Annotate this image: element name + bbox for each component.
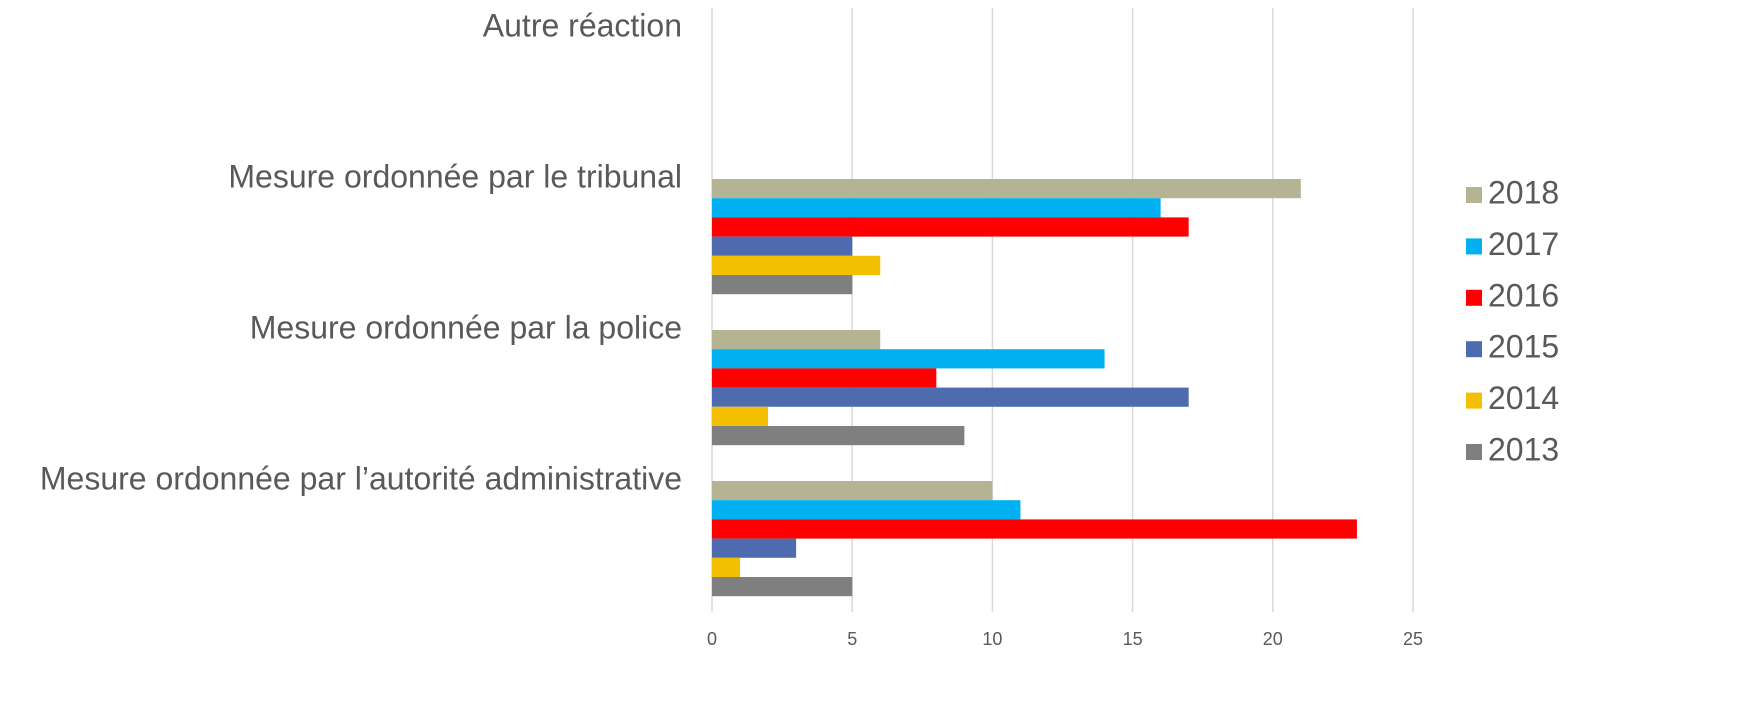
bar [712, 481, 993, 501]
bar [712, 255, 881, 275]
legend-label: 2013 [1488, 431, 1559, 467]
bar [712, 330, 881, 350]
bar [712, 368, 937, 388]
category-label: Autre réaction [483, 7, 682, 43]
bar [712, 387, 1189, 407]
bar [712, 236, 853, 256]
legend-swatch [1466, 392, 1482, 409]
category-label: Mesure ordonnée par le tribunal [228, 158, 682, 194]
bar [712, 557, 741, 577]
legend-label: 2014 [1488, 380, 1559, 416]
x-tick-label: 20 [1263, 629, 1283, 649]
bar [712, 275, 853, 295]
bar [712, 217, 1189, 237]
bar [712, 538, 797, 558]
x-tick-label: 10 [982, 629, 1002, 649]
legend-swatch [1466, 187, 1482, 203]
bar [712, 198, 1161, 218]
legend-swatch [1466, 341, 1482, 358]
legend-label: 2016 [1488, 277, 1559, 313]
category-label: Mesure ordonnée par l’autorité administr… [40, 460, 682, 496]
bar [712, 500, 1021, 520]
x-tick-label: 5 [847, 629, 857, 649]
bar [712, 577, 853, 597]
bar [712, 426, 965, 446]
legend-swatch [1466, 238, 1482, 255]
legend-label: 2018 [1488, 174, 1559, 210]
legend-label: 2017 [1488, 226, 1559, 262]
x-tick-label: 25 [1403, 629, 1423, 649]
bar [712, 406, 769, 426]
category-label: Mesure ordonnée par la police [250, 309, 682, 345]
bar [712, 519, 1357, 539]
x-tick-label: 15 [1123, 629, 1143, 649]
legend-swatch [1466, 289, 1482, 306]
legend-label: 2015 [1488, 329, 1559, 365]
legend-swatch [1466, 444, 1482, 460]
x-tick-label: 0 [707, 629, 717, 649]
bar [712, 179, 1301, 199]
bar [712, 349, 1105, 369]
